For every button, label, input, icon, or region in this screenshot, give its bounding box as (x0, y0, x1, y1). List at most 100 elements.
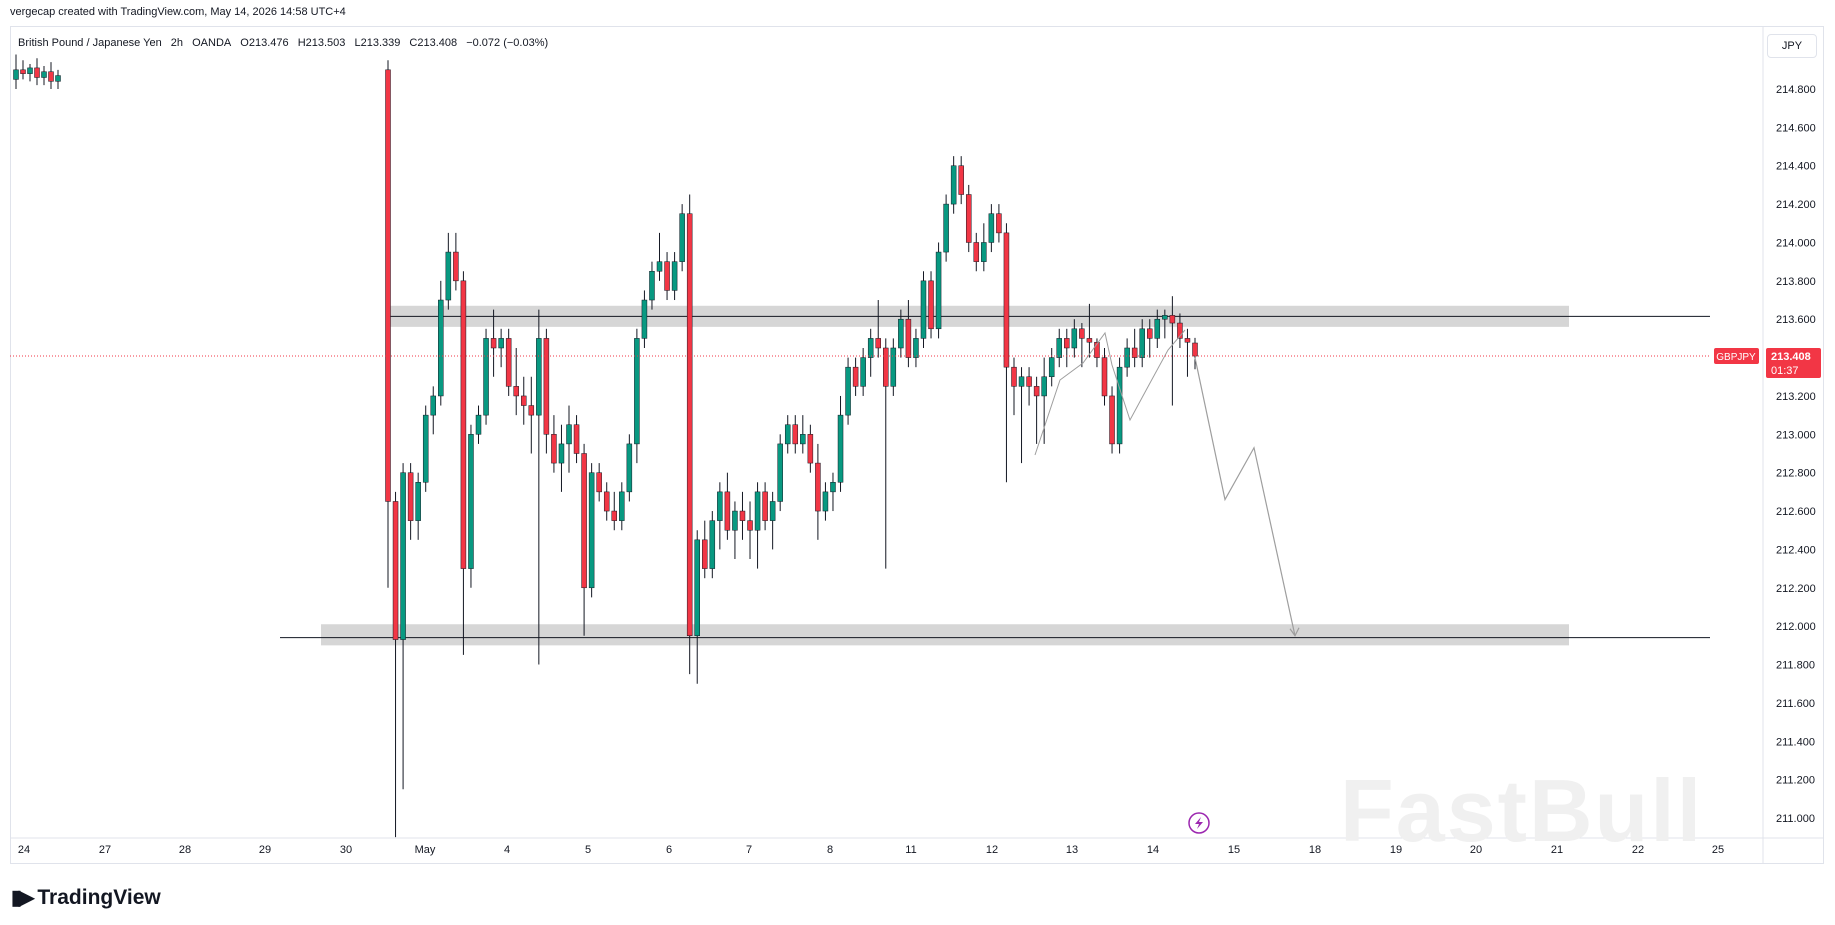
time-tick-label: 15 (1228, 844, 1240, 856)
time-axis-ticks: 24 27 28 29 30 May 4 5 6 7 8 11 12 13 14 15 18 19 20 21 22 25 (18, 844, 1724, 856)
candle-down (1011, 366, 1017, 387)
candle-up (634, 338, 640, 445)
price-tick-label: 213.800 (1776, 276, 1816, 288)
price-tick-label: 212.400 (1776, 544, 1816, 556)
time-tick-label: 13 (1066, 844, 1078, 856)
symbol-name[interactable]: British Pound / Japanese Yen (18, 37, 162, 49)
price-tick-label: 211.000 (1776, 813, 1815, 825)
low-value: L213.339 (354, 37, 401, 49)
candle-up (468, 434, 474, 569)
time-tick-label: 18 (1309, 844, 1321, 856)
interval-label[interactable]: 2h (170, 37, 184, 49)
candle-down (739, 510, 746, 521)
candle-up (445, 251, 452, 301)
price-tick-label: 214.800 (1776, 84, 1816, 96)
price-tick-label: 214.400 (1776, 161, 1816, 173)
candle-up (649, 271, 655, 301)
candle-up (822, 491, 829, 512)
candle-up (935, 251, 942, 330)
candle-up (837, 414, 844, 483)
watermark: FastBull (1340, 761, 1704, 860)
candle-down (928, 280, 934, 330)
price-axis-ticks: 214.800 214.600 214.400 214.200 214.000 213.8… (1776, 84, 1816, 825)
time-tick-label: 7 (746, 844, 752, 856)
candle-down (521, 395, 527, 406)
price-tick-label: 212.000 (1776, 621, 1816, 633)
candle-up (777, 443, 783, 502)
candle-up (1162, 315, 1168, 320)
candle-down (460, 280, 467, 569)
candle-up (1124, 347, 1130, 368)
candle-up (709, 520, 716, 569)
candle-up (415, 482, 421, 521)
chart-credit: vergecap created with TradingView.com, M… (10, 6, 346, 18)
candle-down (48, 71, 54, 82)
candle-up (1154, 318, 1161, 339)
candle-up (475, 414, 482, 435)
candle-down (34, 67, 40, 78)
time-tick-label: 4 (504, 844, 510, 856)
time-tick-label: 22 (1632, 844, 1644, 856)
candle-down (611, 510, 618, 521)
candle-up (422, 414, 429, 483)
time-tick-label: 8 (827, 844, 833, 856)
candle-up (988, 213, 995, 243)
time-tick-label: 24 (18, 844, 30, 856)
candle-up (558, 443, 565, 464)
price-tick-label: 213.600 (1776, 314, 1816, 326)
candle-up (943, 203, 949, 253)
candle-up (784, 424, 791, 445)
candle-down (1146, 328, 1153, 339)
candle-down (1177, 322, 1183, 339)
candle-up (1018, 376, 1025, 387)
candle-up (920, 280, 927, 339)
candle-down (875, 338, 881, 349)
candle-down (973, 242, 980, 262)
candle-down (1064, 338, 1070, 349)
candle-up (55, 75, 61, 82)
chart-frame (10, 26, 1824, 864)
candle-up (950, 165, 957, 205)
candle-up (536, 338, 542, 416)
time-tick-label: 5 (585, 844, 591, 856)
candle-down (807, 434, 814, 464)
candle-down (792, 424, 799, 445)
currency-selector[interactable]: JPY (1767, 34, 1817, 58)
candle-down (1079, 328, 1085, 339)
candle-up (754, 491, 761, 531)
candle-down (453, 251, 459, 282)
price-tick-label: 212.200 (1776, 583, 1816, 595)
lightning-icon[interactable] (1188, 812, 1210, 834)
candle-down (551, 434, 557, 464)
time-tick-label: 19 (1390, 844, 1402, 856)
close-value: C213.408 (409, 37, 458, 49)
candle-down (596, 472, 602, 493)
tradingview-logo[interactable]: ▮▶ TradingView (11, 885, 161, 910)
candle-up (769, 501, 776, 521)
time-tick-label: 11 (905, 844, 916, 856)
candle-down (664, 261, 670, 291)
candle-up (430, 395, 437, 416)
time-tick-label: 6 (666, 844, 672, 856)
candle-down (385, 69, 391, 502)
price-tick-label: 213.200 (1776, 391, 1816, 403)
price-tick-label: 214.200 (1776, 199, 1816, 211)
candle-down (543, 338, 550, 435)
time-tick-label: 30 (340, 844, 352, 856)
candle-down (686, 213, 693, 637)
projection-path (1194, 357, 1296, 636)
candle-up (1048, 357, 1055, 378)
candle-up (694, 539, 700, 636)
price-tick-label: 213.000 (1776, 429, 1816, 441)
candle-up (860, 357, 866, 387)
candle-down (702, 539, 708, 569)
price-tick-label: 211.800 (1776, 660, 1815, 672)
change-value: −0.072 (−0.03%) (466, 37, 549, 49)
time-tick-label: 14 (1147, 844, 1159, 856)
candle-up (679, 213, 685, 262)
time-tick-label: May (415, 844, 436, 856)
symbol-info-line: British Pound / Japanese Yen 2h OANDA O2… (18, 37, 554, 49)
candle-up (867, 338, 874, 358)
high-value: H213.503 (297, 37, 346, 49)
